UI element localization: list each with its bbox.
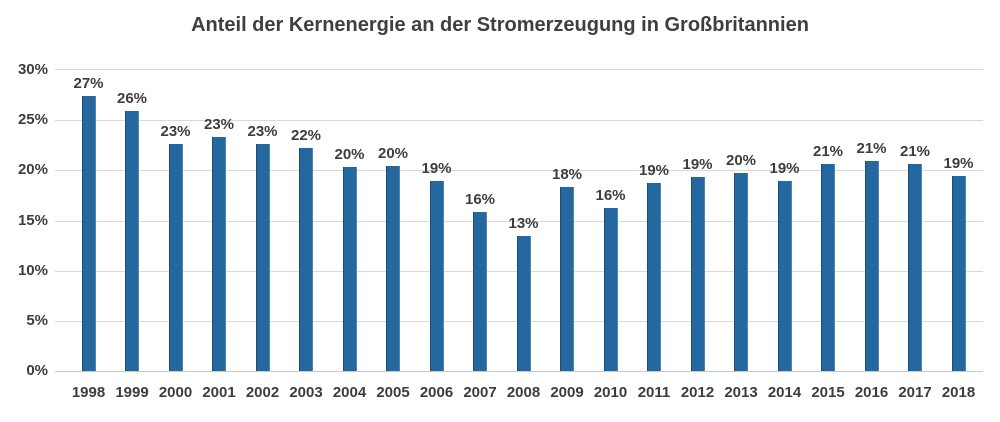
bar-2006 (429, 181, 444, 371)
bar-value-label: 26% (116, 90, 148, 108)
bar-2001 (212, 137, 226, 371)
bar-2000 (168, 144, 183, 371)
x-tick-label: 2008 (506, 384, 541, 401)
x-tick-label: 2017 (898, 384, 932, 401)
bar-2016 (864, 161, 879, 371)
bar-value-label: 21% (899, 143, 931, 161)
bar-value-label: 19% (769, 160, 800, 178)
x-tick-label: 2014 (767, 384, 802, 401)
bar-value-label: 18% (551, 166, 583, 184)
bar-value-label: 27% (73, 75, 104, 93)
bar-1999 (125, 111, 139, 371)
bar-2005 (386, 166, 400, 371)
bar-value-label: 19% (638, 162, 670, 180)
x-tick-label: 2016 (854, 384, 889, 401)
x-tick-label: 2001 (202, 384, 236, 401)
bar-value-label: 19% (421, 160, 452, 178)
gridline (55, 170, 983, 172)
x-axis-line (55, 371, 983, 372)
bar-2009 (560, 187, 574, 371)
bar-2014 (777, 181, 792, 371)
y-tick-label: 5% (26, 311, 48, 329)
x-tick-label: 2013 (724, 384, 758, 401)
bar-2010 (603, 208, 618, 371)
gridline (55, 120, 983, 122)
y-tick-label: 15% (17, 211, 48, 229)
bar-2012 (690, 177, 705, 371)
bar-value-label: 20% (334, 146, 365, 164)
x-tick-label: 2006 (419, 384, 454, 401)
bar-value-label: 20% (725, 152, 757, 170)
gridline (55, 69, 983, 70)
bar-value-label: 23% (203, 116, 235, 134)
bar-value-label: 21% (856, 140, 887, 158)
y-tick-label: 10% (17, 261, 48, 279)
y-tick-label: 0% (26, 362, 48, 379)
bar-2008 (516, 235, 531, 371)
bar-1998 (81, 96, 96, 371)
bar-value-label: 16% (464, 191, 496, 209)
bar-value-label: 16% (595, 187, 626, 205)
bar-value-label: 19% (682, 156, 713, 174)
bar-2013 (734, 173, 748, 371)
x-tick-label: 2002 (245, 384, 280, 401)
bar-value-label: 19% (943, 155, 974, 173)
bar-value-label: 13% (508, 214, 539, 232)
bar-2003 (299, 148, 313, 371)
bar-value-label: 22% (290, 127, 322, 145)
x-tick-label: 1998 (71, 384, 106, 401)
bar-2015 (821, 164, 835, 371)
y-tick-label: 20% (17, 161, 48, 179)
bar-value-label: 21% (812, 143, 844, 161)
x-tick-label: 2004 (332, 384, 367, 401)
bar-2017 (908, 164, 922, 371)
chart-title: Anteil der Kernenergie an der Stromerzeu… (191, 14, 809, 36)
x-tick-label: 2018 (941, 384, 976, 401)
x-tick-label: 2003 (289, 384, 323, 401)
bar-2007 (473, 212, 487, 371)
bar-2004 (342, 167, 357, 371)
x-tick-label: 2009 (550, 384, 584, 401)
bar-2018 (951, 176, 966, 371)
x-tick-label: 2007 (463, 384, 497, 401)
y-tick-label: 25% (17, 111, 48, 129)
gridline (55, 220, 983, 222)
bar-value-label: 20% (377, 145, 409, 163)
y-tick-label: 30% (17, 61, 48, 78)
x-tick-label: 2015 (811, 384, 845, 401)
bar-value-label: 23% (247, 123, 278, 141)
x-tick-label: 2011 (637, 384, 671, 401)
plot-area: 27% 26% 23% 23% 23% 22% 20% 20% 19% 16% 13% 18% 16% 1… (55, 69, 983, 372)
x-tick-label: 2005 (376, 384, 410, 401)
bar-2002 (255, 144, 270, 371)
x-tick-label: 2000 (158, 384, 193, 401)
bar-2011 (647, 183, 661, 371)
x-tick-label: 2012 (680, 384, 715, 401)
x-tick-label: 2010 (593, 384, 628, 401)
bar-value-label: 23% (160, 123, 191, 141)
x-tick-label: 1999 (115, 384, 149, 401)
